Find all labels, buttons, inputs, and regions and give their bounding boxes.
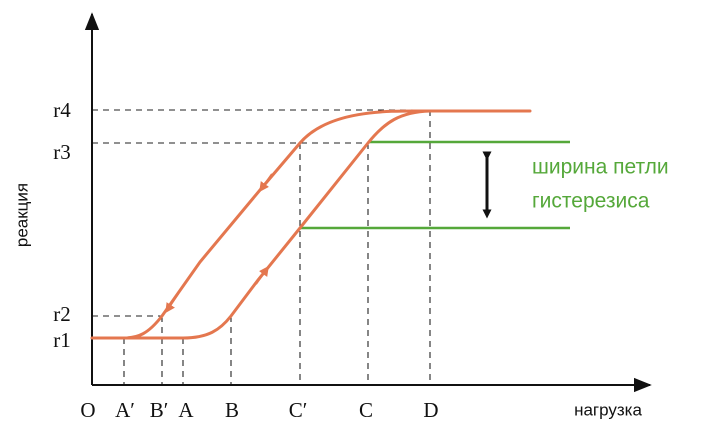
x-label-b-prime: B′: [150, 398, 169, 422]
axes: [84, 12, 652, 393]
y-level-labels: r4 r3 r2 r1: [53, 98, 71, 352]
origin-label: O: [80, 398, 95, 422]
descending-direction-arrow-lower: [165, 293, 179, 314]
hysteresis-loop: [90, 109, 532, 340]
y-label-r1: r1: [53, 328, 71, 352]
y-axis-title: реакция: [13, 183, 32, 247]
y-label-r3: r3: [53, 140, 71, 164]
x-label-d: D: [423, 398, 438, 422]
x-label-c: C: [359, 398, 373, 422]
descending-direction-arrow-upper: [259, 173, 273, 193]
x-axis-title: нагрузка: [574, 401, 642, 420]
y-label-r4: r4: [53, 98, 71, 122]
annotation-line-2: гистерезиса: [532, 190, 650, 213]
ascending-direction-arrow: [255, 265, 269, 285]
descending-branch: [122, 109, 432, 340]
loop-width-markers: [300, 140, 570, 230]
curve-direction-arrows: [165, 173, 273, 314]
y-label-r2: r2: [53, 302, 71, 326]
x-label-a: A: [178, 398, 194, 422]
x-mark-labels: O A′ B′ A B C′ C D: [80, 398, 438, 422]
ascending-branch: [90, 109, 532, 340]
annotation-line-1: ширина петли: [532, 156, 669, 179]
dashed-guides: [92, 109, 431, 385]
x-label-b: B: [225, 398, 239, 422]
loop-width-annotation: ширина петли гистерезиса: [532, 156, 669, 213]
x-label-c-prime: C′: [289, 398, 308, 422]
x-label-a-prime: A′: [115, 398, 135, 422]
